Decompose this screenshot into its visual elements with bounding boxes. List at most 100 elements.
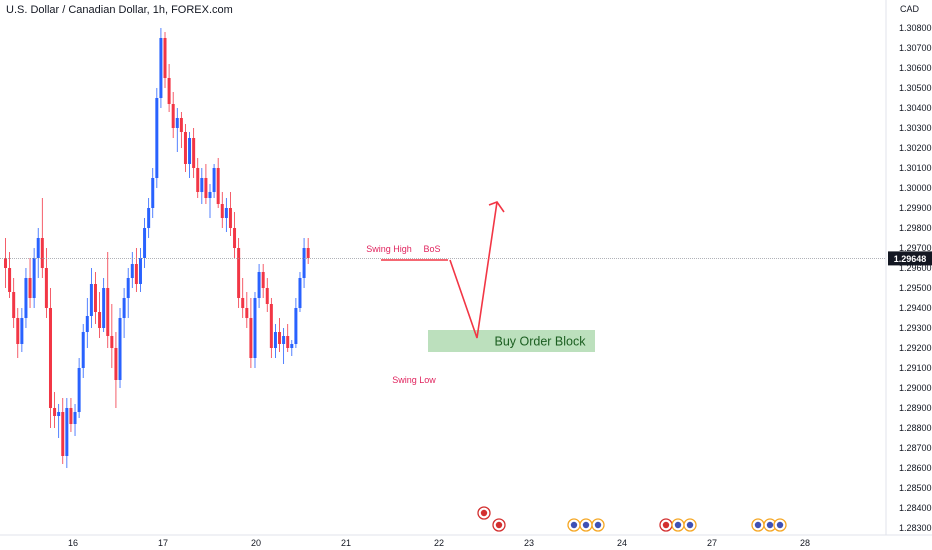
us-flag-icon xyxy=(570,521,578,529)
y-tick-label: 1.30100 xyxy=(899,163,932,173)
candle xyxy=(183,132,187,164)
y-tick-label: 1.28900 xyxy=(899,403,932,413)
candle xyxy=(53,408,57,416)
candle xyxy=(106,288,110,336)
candle xyxy=(257,272,261,298)
candle xyxy=(249,318,253,358)
candle xyxy=(306,248,310,258)
x-tick-label: 16 xyxy=(68,538,78,548)
candle xyxy=(278,332,282,344)
candle xyxy=(28,278,32,298)
x-tick-label: 27 xyxy=(707,538,717,548)
candle xyxy=(143,228,147,258)
candle xyxy=(298,278,302,308)
candle xyxy=(16,318,20,344)
candle xyxy=(286,336,290,348)
last-price-label: 1.29648 xyxy=(894,254,927,264)
y-tick-label: 1.29200 xyxy=(899,343,932,353)
us-flag-icon xyxy=(594,521,602,529)
candle xyxy=(77,368,81,412)
candle xyxy=(241,298,245,308)
candle xyxy=(57,412,61,416)
candle xyxy=(171,104,175,128)
candle xyxy=(224,208,228,218)
candle xyxy=(147,208,151,228)
candle xyxy=(237,248,241,298)
y-tick-label: 1.29600 xyxy=(899,263,932,273)
currency-label: CAD xyxy=(900,4,920,14)
candle xyxy=(110,336,114,348)
y-tick-label: 1.30800 xyxy=(899,23,932,33)
y-tick-label: 1.30000 xyxy=(899,183,932,193)
candle xyxy=(81,332,85,368)
candle xyxy=(253,298,257,358)
candle xyxy=(282,336,286,344)
candle xyxy=(196,168,200,192)
y-tick-label: 1.28800 xyxy=(899,423,932,433)
candle xyxy=(134,264,138,284)
candle xyxy=(126,278,130,298)
candle xyxy=(102,288,106,328)
candle xyxy=(65,408,69,456)
candle xyxy=(40,238,44,268)
candle xyxy=(273,332,277,348)
candle xyxy=(48,308,52,408)
canada-flag-icon xyxy=(495,521,503,529)
swing-high-label: Swing High xyxy=(366,244,412,254)
y-tick-label: 1.28600 xyxy=(899,463,932,473)
y-tick-label: 1.29500 xyxy=(899,283,932,293)
y-tick-label: 1.30700 xyxy=(899,43,932,53)
candle xyxy=(98,312,102,328)
x-tick-label: 21 xyxy=(341,538,351,548)
candle xyxy=(290,344,294,348)
us-flag-icon xyxy=(766,521,774,529)
candle xyxy=(24,278,28,318)
candle xyxy=(233,228,237,248)
projection-arrowhead xyxy=(488,201,505,213)
y-tick-label: 1.28300 xyxy=(899,523,932,533)
candle xyxy=(122,298,126,318)
x-tick-label: 17 xyxy=(158,538,168,548)
candle xyxy=(245,308,249,318)
candle xyxy=(163,38,167,78)
x-tick-label: 28 xyxy=(800,538,810,548)
projection-path xyxy=(449,201,498,339)
y-tick-label: 1.30200 xyxy=(899,143,932,153)
x-tick-label: 24 xyxy=(617,538,627,548)
candle xyxy=(269,304,273,348)
candle xyxy=(175,118,179,128)
candle xyxy=(151,178,155,208)
candle xyxy=(89,284,93,316)
candle xyxy=(220,204,224,218)
y-tick-label: 1.28700 xyxy=(899,443,932,453)
last-price-badge xyxy=(888,251,932,266)
candle xyxy=(69,408,73,424)
candle xyxy=(167,78,171,104)
y-tick-label: 1.29700 xyxy=(899,243,932,253)
candle xyxy=(212,168,216,192)
candle xyxy=(44,268,48,308)
candle xyxy=(188,138,192,164)
candle xyxy=(265,288,269,304)
chart-title: U.S. Dollar / Canadian Dollar, 1h, FOREX… xyxy=(6,4,233,16)
x-tick-label: 20 xyxy=(251,538,261,548)
candle xyxy=(20,318,24,344)
y-tick-label: 1.30400 xyxy=(899,103,932,113)
candle xyxy=(228,208,232,228)
candle xyxy=(114,348,118,380)
candle xyxy=(261,272,265,288)
candle xyxy=(85,316,89,332)
y-tick-label: 1.29000 xyxy=(899,383,932,393)
us-flag-icon xyxy=(754,521,762,529)
y-tick-label: 1.30500 xyxy=(899,83,932,93)
order-block-zone xyxy=(428,330,595,352)
candle xyxy=(8,268,12,292)
candle xyxy=(216,168,220,204)
canada-flag-icon xyxy=(662,521,670,529)
y-tick-label: 1.30600 xyxy=(899,63,932,73)
y-tick-label: 1.29900 xyxy=(899,203,932,213)
candle xyxy=(73,412,77,424)
swing-low-label: Swing Low xyxy=(392,375,436,385)
